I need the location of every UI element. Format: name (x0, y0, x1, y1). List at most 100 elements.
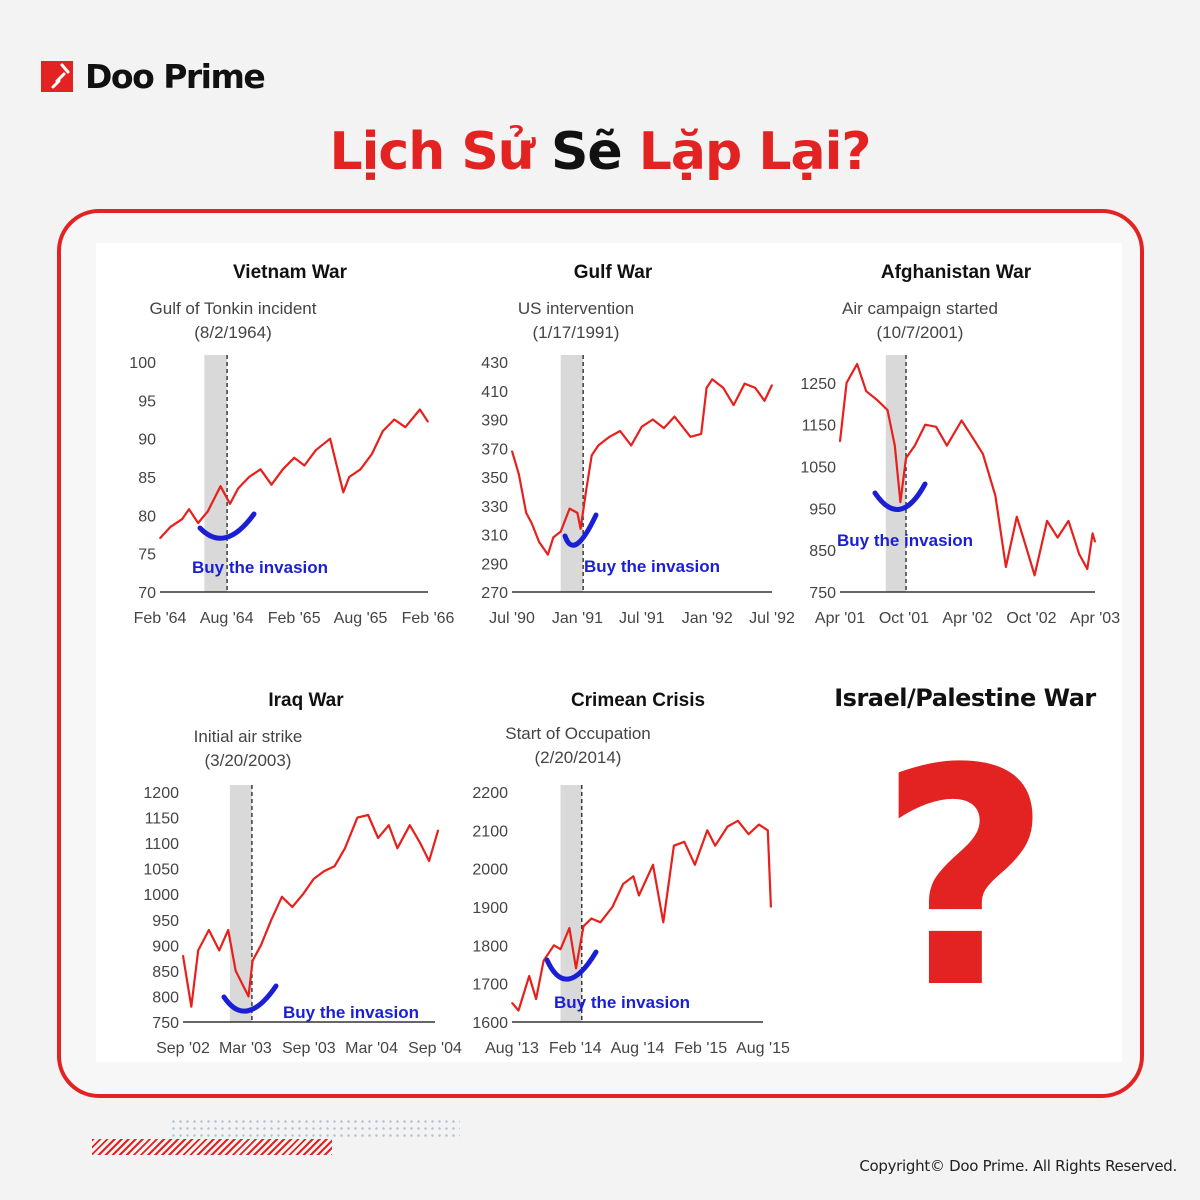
data-point (409, 824, 411, 827)
data-point (530, 522, 533, 524)
event-label: Gulf of Tonkin incident (150, 299, 317, 318)
data-point (763, 400, 766, 402)
data-point (342, 491, 345, 494)
x-tick-label: Jul '92 (749, 610, 795, 627)
event-shade (229, 785, 252, 1022)
data-point (208, 929, 210, 931)
event-date: (1/17/1991) (533, 323, 620, 342)
data-point (905, 457, 907, 459)
data-point (525, 512, 528, 514)
data-point (517, 473, 520, 475)
data-point (1046, 520, 1048, 522)
data-point (935, 425, 937, 428)
data-point (663, 427, 665, 429)
data-point (611, 906, 614, 908)
data-point (169, 526, 172, 528)
chart-title: Crimean Crisis (571, 690, 705, 711)
y-tick-label: 1800 (472, 938, 508, 955)
y-tick-label: 90 (138, 432, 156, 449)
y-tick-label: 80 (138, 508, 156, 525)
x-tick-label: Sep '03 (282, 1040, 336, 1057)
data-point (771, 384, 773, 386)
data-point (388, 824, 390, 827)
y-tick-label: 950 (152, 913, 179, 930)
data-point (747, 833, 750, 835)
event-label: Start of Occupation (505, 724, 651, 743)
data-point (694, 864, 696, 866)
buy-marker-curve (221, 983, 279, 1014)
data-point (248, 476, 250, 478)
data-point (359, 468, 362, 471)
data-point (1078, 553, 1081, 556)
data-point (377, 837, 379, 839)
y-tick-label: 1050 (143, 862, 179, 879)
data-point (1094, 541, 1096, 543)
data-point (706, 829, 709, 832)
data-point (743, 382, 746, 385)
y-tick-label: 1150 (802, 418, 837, 435)
price-line (181, 813, 440, 1008)
x-tick-label: Jan '91 (552, 610, 603, 627)
data-point (511, 450, 513, 452)
data-point (197, 949, 199, 952)
data-point (886, 409, 889, 411)
data-point (404, 426, 407, 428)
data-point (597, 444, 600, 447)
x-tick-label: Feb '65 (268, 610, 321, 627)
data-point (1067, 520, 1070, 522)
data-point (673, 415, 676, 418)
data-point (371, 453, 373, 455)
event-shade (204, 355, 228, 592)
y-tick-label: 1200 (143, 785, 179, 802)
data-point (1005, 566, 1007, 568)
data-point (894, 444, 896, 447)
question-mark-icon: ? (877, 705, 1053, 1054)
data-point (689, 435, 692, 438)
data-point (839, 440, 841, 443)
event-label: US intervention (518, 299, 634, 318)
x-tick-label: Apr '02 (942, 610, 992, 627)
data-point (982, 453, 984, 455)
data-point (737, 819, 739, 822)
data-point (535, 998, 537, 1000)
x-tick-label: Jul '91 (619, 610, 665, 627)
data-point (924, 423, 927, 426)
x-tick-label: Aug '64 (200, 610, 254, 627)
data-point (419, 408, 421, 411)
buy-marker-curve (562, 512, 599, 548)
data-point (270, 918, 273, 921)
page-title: Lịch Sử Sẽ Lặp Lại? (0, 122, 1200, 182)
data-point (599, 921, 602, 924)
x-tick-label: Feb '15 (674, 1040, 727, 1057)
buy-the-invasion-label: Buy the invasion (283, 1003, 419, 1022)
data-point (714, 844, 717, 847)
data-point (329, 437, 331, 440)
buy-marker-curve (544, 949, 599, 982)
data-point (511, 1002, 513, 1004)
y-tick-label: 290 (481, 556, 508, 573)
x-tick-label: Aug '15 (736, 1040, 790, 1057)
data-point (875, 398, 878, 401)
data-point (960, 419, 963, 422)
x-tick-label: Feb '64 (134, 610, 187, 627)
y-tick-label: 70 (138, 585, 156, 602)
data-point (971, 436, 974, 439)
data-point (590, 454, 593, 457)
data-point (348, 476, 350, 478)
event-date: (8/2/1964) (194, 323, 272, 342)
y-tick-label: 850 (152, 964, 179, 981)
data-point (260, 944, 262, 947)
y-tick-label: 750 (152, 1015, 179, 1032)
data-point (754, 387, 757, 389)
data-point (312, 878, 315, 880)
data-point (229, 503, 231, 505)
data-point (705, 387, 708, 389)
data-point (722, 387, 725, 389)
data-point (517, 1009, 520, 1012)
logo-mark-icon (41, 61, 73, 92)
chart-title: Afghanistan War (881, 262, 1032, 283)
data-point (542, 959, 545, 962)
data-point (641, 425, 643, 428)
y-tick-label: 410 (481, 384, 508, 401)
event-shade (560, 785, 582, 1022)
